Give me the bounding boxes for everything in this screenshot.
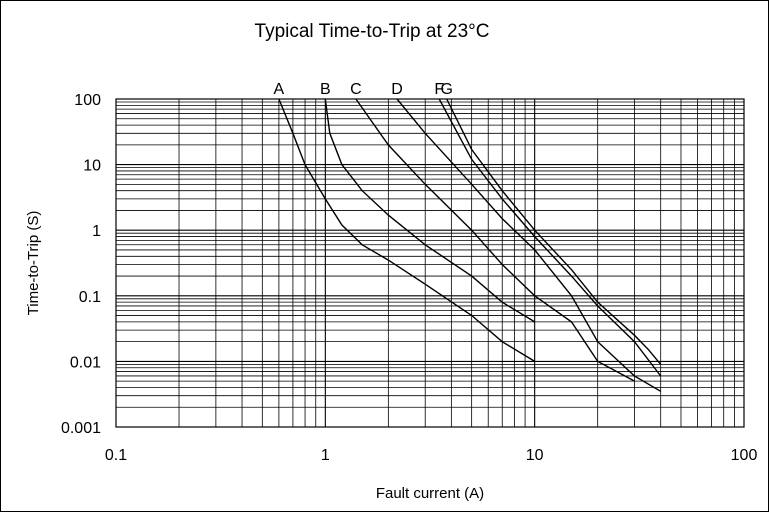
curves [278, 98, 662, 392]
x-tick-labels: 0.1 1 10 100 [105, 447, 758, 464]
curve-c [355, 98, 635, 382]
curve-f [438, 98, 662, 377]
curve-a [278, 98, 536, 362]
curve-d [396, 98, 662, 392]
y-tick-label: 0.1 [79, 289, 101, 306]
plot-border [115, 98, 745, 428]
y-tick-label: 0.001 [61, 420, 101, 437]
chart-title: Typical Time-to-Trip at 23°C [255, 21, 490, 42]
x-tick-label: 1 [321, 447, 330, 464]
curve-label-c: C [350, 81, 362, 98]
curve-label-d: D [391, 81, 403, 98]
y-tick-labels: 0.001 0.01 0.1 1 10 100 [61, 92, 101, 437]
curve-b [324, 98, 536, 323]
y-tick-label: 100 [74, 92, 101, 109]
x-axis-label: Fault current (A) [376, 485, 484, 502]
y-tick-label: 1 [92, 223, 101, 240]
curve-label-f: F [434, 81, 444, 98]
curve-label-b: B [320, 81, 331, 98]
curve-labels: A B C D FG [274, 81, 453, 98]
y-axis-label: Time-to-Trip (S) [25, 211, 42, 316]
x-tick-label: 10 [526, 447, 544, 464]
x-tick-label: 100 [731, 447, 758, 464]
curve-label-g: G [440, 81, 452, 98]
curve-label-a: A [274, 81, 285, 98]
y-tick-label: 10 [83, 158, 101, 175]
curve-g [446, 98, 662, 365]
y-tick-label: 0.01 [70, 354, 101, 371]
x-tick-label: 0.1 [105, 447, 127, 464]
grid [116, 99, 744, 427]
